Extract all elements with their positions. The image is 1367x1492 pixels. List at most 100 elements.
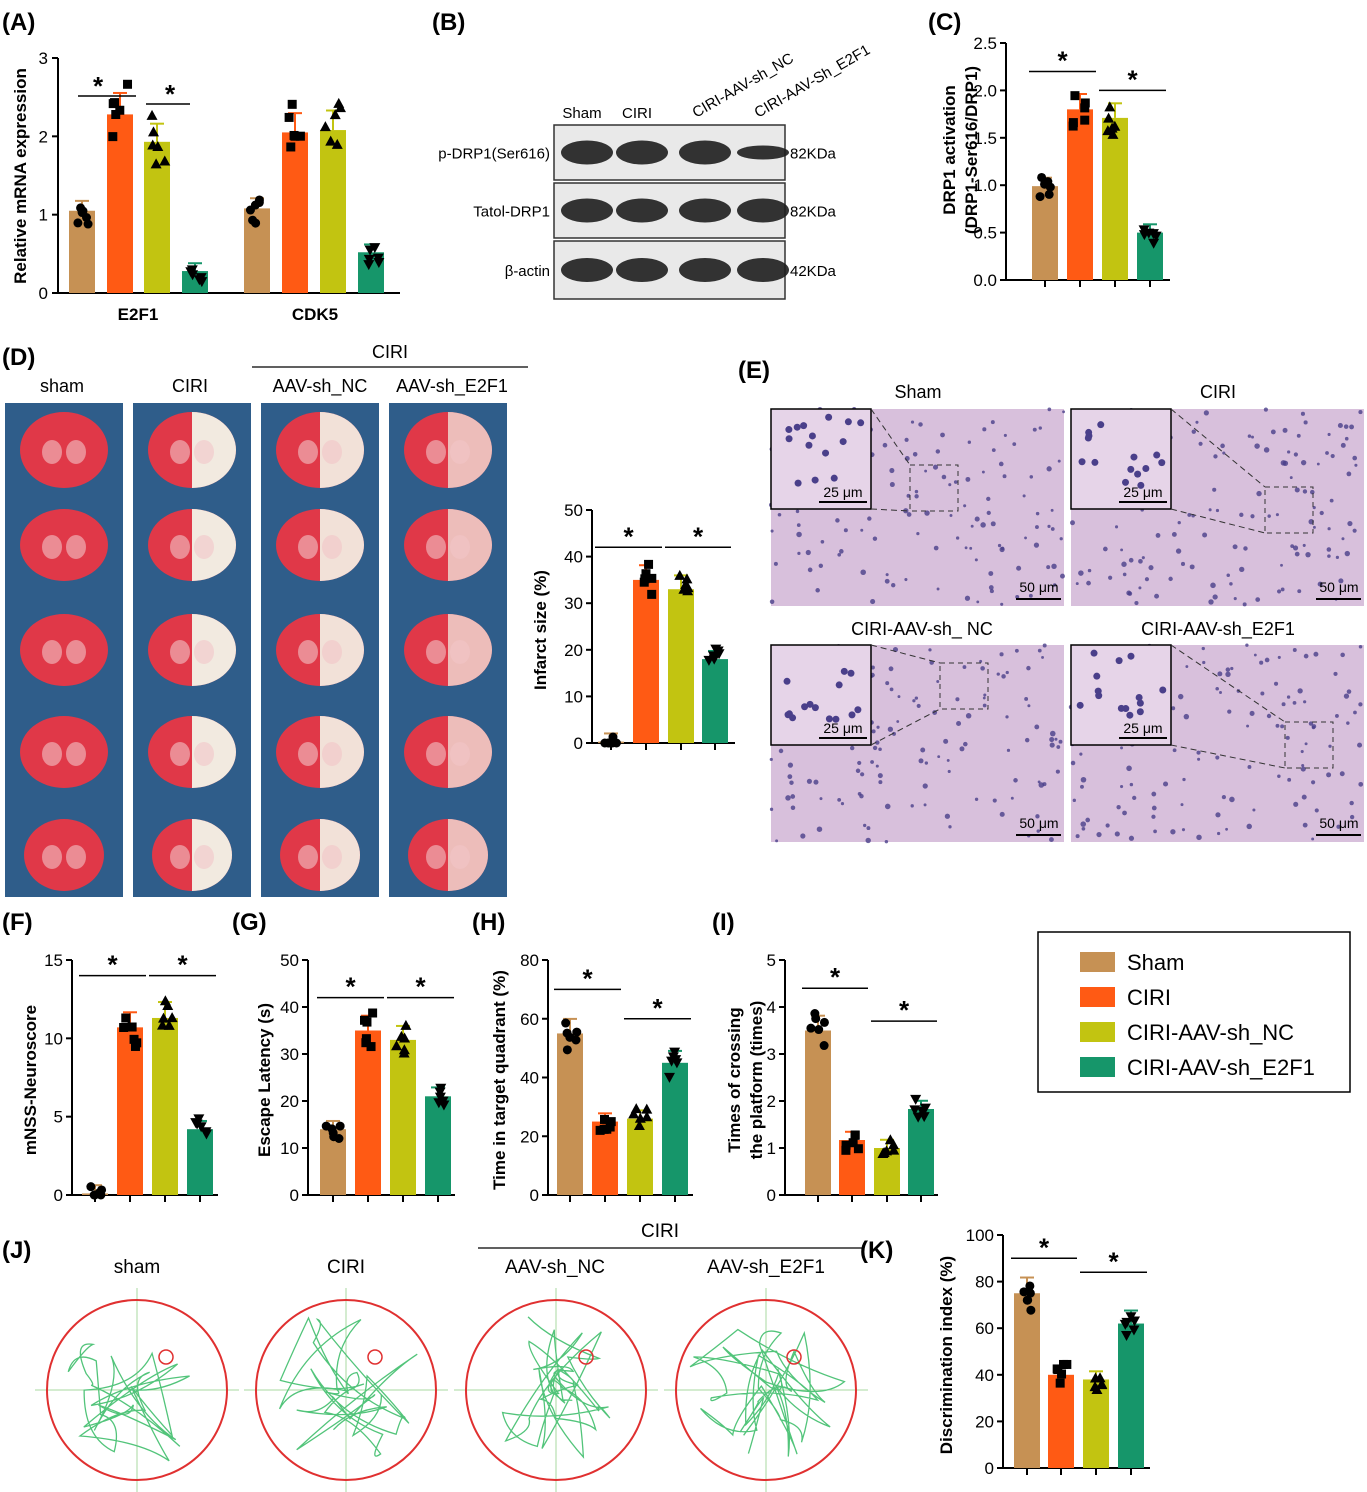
scale-label-25: 25 μm [1123, 484, 1162, 500]
nucleus [1252, 808, 1256, 812]
y-tick-label: 0 [574, 734, 583, 753]
nucleus [1024, 697, 1029, 701]
y-tick-label: 10 [44, 1029, 63, 1048]
bar-0 [805, 1030, 831, 1195]
nucleus [1273, 681, 1279, 686]
nucleus [1300, 459, 1307, 466]
nucleus [1172, 748, 1177, 753]
nucleus [820, 539, 825, 544]
swim-track [689, 1328, 846, 1457]
nucleus [1316, 462, 1320, 466]
bar-CDK5-2 [320, 130, 346, 293]
nucleus [769, 599, 775, 605]
nucleus [1070, 520, 1075, 526]
scale-label-50: 50 μm [1019, 815, 1058, 831]
nucleus [1233, 597, 1237, 601]
data-point [286, 142, 296, 152]
y-tick-label: 5 [767, 951, 776, 970]
y-tick-label: 80 [520, 951, 539, 970]
nucleus [1285, 735, 1290, 740]
nucleus [775, 839, 779, 843]
nucleus [1294, 487, 1300, 493]
data-point [853, 1144, 863, 1154]
nucleus [805, 549, 811, 556]
nucleus [837, 552, 842, 557]
nucleus [999, 652, 1004, 657]
inset-nucleus [794, 479, 802, 487]
nucleus [860, 528, 864, 532]
nucleus [1127, 591, 1133, 596]
nucleus [1270, 429, 1276, 435]
nucleus [870, 665, 875, 670]
nucleus [1114, 525, 1119, 529]
bar-3 [908, 1108, 934, 1195]
legend-label-0: Sham [1127, 950, 1184, 975]
nucleus [1297, 688, 1303, 694]
inset-nucleus [832, 715, 840, 723]
bar-E2F1-1 [107, 114, 133, 294]
panel-label-C: (C) [928, 9, 961, 36]
nucleus [876, 725, 880, 729]
nucleus [963, 741, 968, 747]
maze-platform [578, 1349, 594, 1365]
nucleus [910, 420, 915, 424]
nucleus [1293, 452, 1299, 457]
nucleus [1052, 583, 1057, 587]
nucleus [956, 720, 962, 726]
nucleus [1001, 674, 1006, 679]
blot-band [679, 258, 731, 282]
data-point [561, 1018, 571, 1028]
nucleus [1232, 544, 1238, 550]
blot-band [561, 140, 613, 165]
nucleus [1304, 742, 1308, 746]
nucleus [1229, 582, 1233, 586]
nucleus [1287, 777, 1292, 782]
panel-label-J: (J) [2, 1237, 31, 1264]
nucleus [1012, 442, 1017, 447]
nucleus [790, 794, 796, 799]
nucleus [797, 551, 801, 555]
panel-label-D: (D) [2, 344, 35, 371]
nucleus [839, 549, 844, 554]
nucleus [1339, 771, 1345, 777]
nucleus [910, 804, 914, 808]
inset-nucleus [1126, 711, 1134, 719]
nucleus [787, 762, 794, 768]
inset-nucleus [1134, 470, 1142, 478]
nucleus [1208, 599, 1214, 605]
nucleus [1033, 542, 1040, 548]
nucleus [1289, 476, 1293, 480]
nucleus [974, 797, 979, 801]
nucleus [887, 726, 894, 732]
nucleus [1154, 593, 1160, 599]
slice-ventricle [66, 742, 86, 766]
nucleus [1014, 648, 1019, 653]
slice-ventricle [426, 535, 446, 559]
nucleus [1230, 666, 1234, 671]
nucleus [795, 509, 800, 514]
inset-nucleus [825, 715, 833, 723]
data-point [321, 1121, 331, 1131]
bar-0 [1032, 186, 1058, 280]
nucleus [1293, 545, 1299, 551]
nucleus [1242, 602, 1247, 607]
significance-star: * [1108, 1246, 1119, 1276]
nucleus [1303, 653, 1309, 659]
slice-ventricle [42, 845, 62, 869]
nucleus [1054, 737, 1058, 741]
nucleus [1062, 410, 1066, 414]
inset-nucleus [1130, 453, 1138, 461]
inset-nucleus [1127, 465, 1135, 473]
inset-nucleus [825, 413, 833, 421]
nucleus [1196, 750, 1201, 755]
nucleus [1037, 780, 1041, 784]
y-tick-label: 1.5 [973, 129, 997, 148]
data-point [595, 1125, 605, 1135]
nucleus [924, 510, 930, 516]
slice-ventricle [322, 742, 342, 766]
data-point [1104, 101, 1116, 112]
nucleus [916, 532, 920, 536]
nucleus [1122, 572, 1127, 577]
nucleus [1024, 737, 1030, 743]
nucleus [1041, 655, 1044, 659]
